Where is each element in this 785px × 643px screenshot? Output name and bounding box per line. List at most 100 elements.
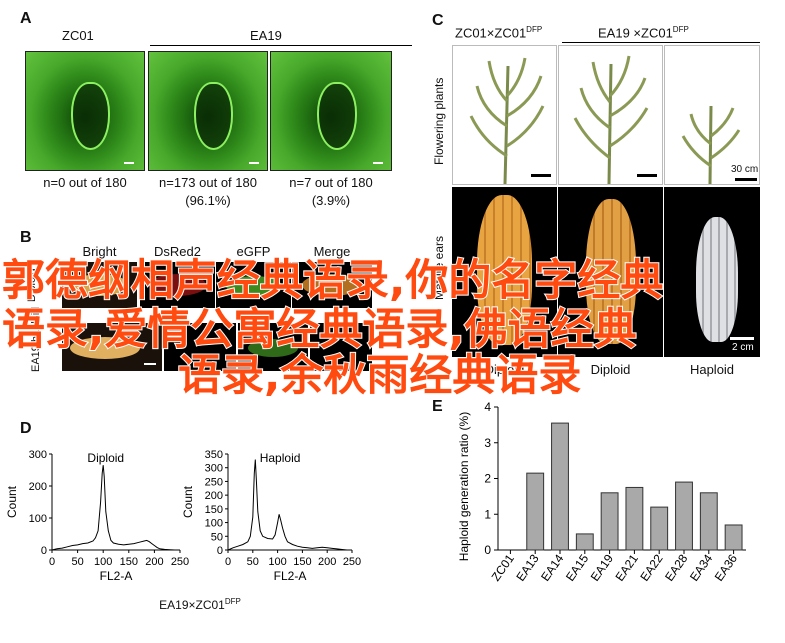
histogram-line xyxy=(51,465,180,551)
watermark-line-3: 语录,余秋雨经典语录 xyxy=(177,351,582,401)
caption-zc01: n=0 out of 180 xyxy=(43,175,127,190)
ear-ea19-haploid: 2 cm xyxy=(664,187,760,357)
ear-scale-label: 2 cm xyxy=(732,342,754,353)
y-tick-label: 3 xyxy=(484,436,491,450)
x-tick-label: EA34 xyxy=(687,551,715,583)
panel-c-header-left-text: ZC01×ZC01 xyxy=(455,25,527,41)
ear-zc01 xyxy=(452,187,557,357)
x-tick-label: 0 xyxy=(49,556,55,568)
x-tick-label: EA22 xyxy=(637,551,665,583)
x-tick-label: EA21 xyxy=(613,551,641,583)
panel-e-bar-chart: 01234ZC01EA13EA14EA15EA19EA21EA22EA28EA3… xyxy=(457,400,746,584)
x-tick-label: 150 xyxy=(293,556,311,568)
y-tick-label: 250 xyxy=(205,476,223,488)
x-tick-label: 250 xyxy=(171,556,189,568)
x-tick-label: 100 xyxy=(268,556,286,568)
panel-b-col-bright: Bright xyxy=(82,244,117,259)
panel-b-merge-haploid xyxy=(310,323,372,371)
bar-ea34 xyxy=(699,492,718,551)
panel-c-header-line xyxy=(562,42,760,43)
panel-c-header-right-text: EA19 ×ZC01 xyxy=(598,25,673,41)
panel-c-header-right-dfp: DFP xyxy=(672,25,689,34)
x-tick-label: 200 xyxy=(145,556,163,568)
x-tick-label: EA36 xyxy=(712,551,740,583)
bar-ea14 xyxy=(551,422,569,551)
y-tick-label: 4 xyxy=(484,400,491,414)
histogram-title: Haploid xyxy=(260,451,301,465)
x-tick-label: 100 xyxy=(94,556,112,568)
panel-a-group-zc01: ZC01 xyxy=(62,28,94,43)
y-tick-label: 0 xyxy=(484,543,491,557)
bar-ea13 xyxy=(526,472,545,551)
plant-ea19-diploid xyxy=(558,45,663,185)
x-tick-label: EA19 xyxy=(588,551,616,583)
micrograph-ea19-1 xyxy=(148,51,268,171)
ear-label-3: Haploid xyxy=(689,362,735,377)
bar-ea28 xyxy=(675,481,693,551)
y-tick-label: 50 xyxy=(211,531,223,543)
micrograph-zc01 xyxy=(25,51,145,171)
panel-b-col-dsred2: DsRed2 xyxy=(154,244,201,259)
x-tick-label: ZC01 xyxy=(489,551,517,583)
panel-d-footer: EA19×ZC01DFP xyxy=(100,597,300,612)
plant-ea19-haploid: 30 cm xyxy=(664,45,760,185)
panel-c-row1-label: Flowering plants xyxy=(432,77,446,165)
y-tick-label: 350 xyxy=(205,449,223,461)
histogram-xlabel: FL2-A xyxy=(100,569,133,583)
histogram-ylabel: Count xyxy=(181,485,195,518)
panel-b-merge-diploid xyxy=(292,262,372,308)
panel-c-header-right: EA19 ×ZC01DFP xyxy=(598,25,689,40)
panel-a-letter: A xyxy=(20,10,32,27)
panel-b-letter: B xyxy=(20,229,32,246)
histogram-ylabel: Count xyxy=(5,485,19,518)
histogram-diploid: 0 100 200 300 0 50 100 150 200 250 Diploid FL2-A Cou… xyxy=(5,449,189,583)
bar-ea21 xyxy=(625,486,644,551)
panel-a-group-ea19: EA19 xyxy=(250,28,282,43)
caption-ea19-1-pct: (96.1%) xyxy=(185,193,231,208)
x-tick-label: 150 xyxy=(120,556,138,568)
ear-ea19-diploid xyxy=(558,187,663,357)
panel-d-footer-dfp: DFP xyxy=(224,597,241,606)
panel-e-letter: E xyxy=(432,398,443,415)
panel-b-bright-haploid xyxy=(62,323,162,371)
y-tick-label: 200 xyxy=(205,490,223,502)
panel-b-dsred-diploid xyxy=(140,262,215,308)
histogram-line xyxy=(227,459,352,551)
y-tick-label: 200 xyxy=(29,481,47,493)
x-tick-label: 50 xyxy=(71,556,83,568)
histogram-title: Diploid xyxy=(87,451,124,465)
panel-b-col-egfp: eGFP xyxy=(236,244,271,259)
watermark-line-2: 语录,爱情公寓经典语录,佛语经典 xyxy=(1,305,638,355)
y-tick-label: 100 xyxy=(29,513,47,525)
bar-ea19 xyxy=(600,492,619,551)
caption-ea19-2-pct: (3.9%) xyxy=(311,193,351,208)
y-tick-label: 100 xyxy=(205,518,223,530)
y-tick-label: 1 xyxy=(484,507,491,521)
panel-c-header-left: ZC01×ZC01DFP xyxy=(455,25,542,40)
y-tick-label: 0 xyxy=(217,545,223,557)
x-tick-label: EA28 xyxy=(662,551,690,583)
y-tick-label: 0 xyxy=(41,545,47,557)
panel-c-letter: C xyxy=(432,12,444,29)
panel-b-egfp-haploid xyxy=(238,323,308,371)
x-tick-label: 0 xyxy=(225,556,231,568)
x-tick-label: 200 xyxy=(318,556,336,568)
y-tick-label: 300 xyxy=(205,463,223,475)
ear-label-1: Diploid xyxy=(484,362,525,377)
panel-d-footer-text: EA19×ZC01 xyxy=(159,598,225,612)
caption-ea19-1: n=173 out of 180 xyxy=(159,175,257,190)
y-tick-label: 300 xyxy=(29,449,47,461)
histogram-xlabel: FL2-A xyxy=(274,569,307,583)
panel-c-header-left-dfp: DFP xyxy=(526,25,543,34)
y-tick-label: 150 xyxy=(205,504,223,516)
x-tick-label: EA13 xyxy=(513,551,541,583)
bar-ea15 xyxy=(575,533,594,551)
panel-a-group-line xyxy=(150,45,412,46)
bar-ea22 xyxy=(650,506,669,551)
panel-b-col-merge: Merge xyxy=(313,244,351,259)
ear-label-2: Diploid xyxy=(590,362,631,377)
panel-b-egfp-diploid xyxy=(216,262,291,308)
x-tick-label: 250 xyxy=(343,556,361,568)
